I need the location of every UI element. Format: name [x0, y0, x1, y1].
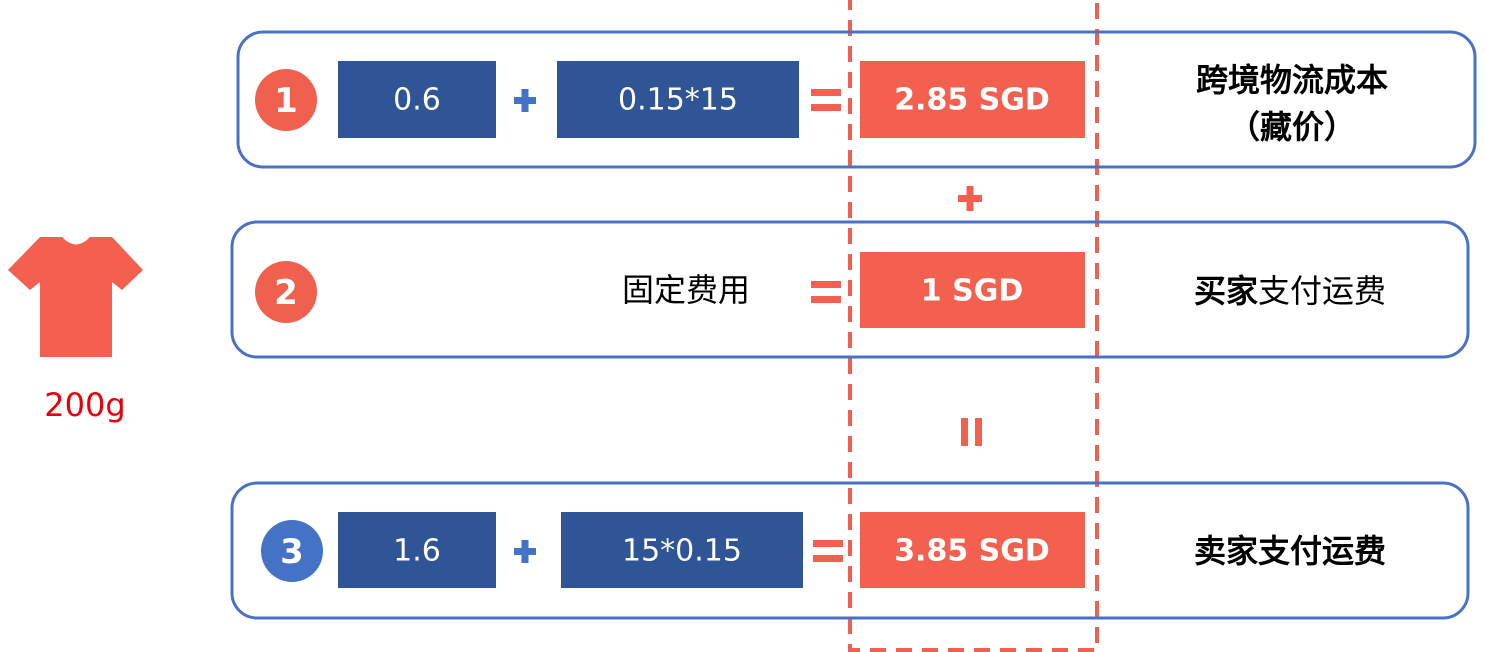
- row-box: [236, 30, 1477, 169]
- equals: [811, 89, 841, 111]
- dashed-highlight: [848, 0, 1099, 652]
- item-weight: 200g: [44, 386, 125, 424]
- result-box: [860, 512, 1085, 588]
- equals: [811, 281, 841, 303]
- label-bold: 买家: [1194, 272, 1258, 310]
- term: 1.6: [393, 534, 441, 569]
- step-circle: [261, 520, 323, 582]
- term-box: [561, 512, 803, 588]
- row-label: 卖家支付运费: [1194, 532, 1386, 570]
- result-box: [860, 61, 1085, 138]
- step-number: 2: [274, 273, 298, 313]
- step-circle: [255, 69, 317, 131]
- step-number: 1: [274, 81, 298, 121]
- row-label: 买家支付运费: [1194, 272, 1386, 310]
- term: 15*0.15: [622, 534, 742, 569]
- plus: [514, 89, 536, 112]
- result: 2.85 SGD: [894, 83, 1050, 118]
- term: 0.15*15: [618, 83, 738, 118]
- row-label: 跨境物流成本: [1196, 61, 1388, 99]
- equals: [813, 540, 843, 562]
- result-box: [860, 252, 1085, 328]
- result: 1 SGD: [921, 274, 1023, 309]
- term: 0.6: [393, 83, 441, 118]
- row-label: （藏价）: [1228, 108, 1356, 146]
- term-box: [338, 61, 496, 138]
- tshirt-icon: [8, 237, 143, 357]
- result: 3.85 SGD: [894, 534, 1050, 569]
- step-circle: [255, 261, 317, 323]
- plus: [514, 540, 536, 563]
- step-number: 3: [280, 532, 304, 572]
- row-box: [230, 481, 1470, 620]
- description: 固定费用: [622, 271, 750, 309]
- row-box: [230, 220, 1470, 359]
- equals-vertical: [961, 418, 982, 446]
- term-box: [557, 61, 799, 138]
- term-box: [338, 512, 496, 588]
- plus: [958, 186, 982, 211]
- label-regular: 支付运费: [1258, 272, 1386, 310]
